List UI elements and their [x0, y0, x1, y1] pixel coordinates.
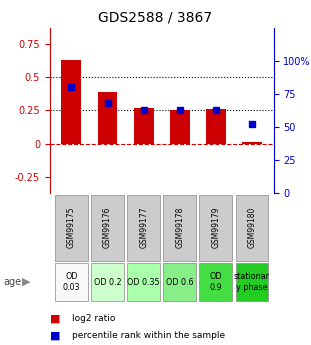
- Text: stationar
y phase: stationar y phase: [234, 272, 270, 292]
- Text: OD 0.6: OD 0.6: [166, 277, 193, 287]
- Bar: [134, 108, 154, 144]
- Text: OD 0.2: OD 0.2: [94, 277, 121, 287]
- Text: log2 ratio: log2 ratio: [72, 314, 115, 323]
- Text: GSM99180: GSM99180: [248, 207, 257, 248]
- Text: GSM99175: GSM99175: [67, 207, 76, 248]
- Bar: [235, 195, 268, 261]
- Bar: [163, 195, 196, 261]
- Text: GSM99179: GSM99179: [211, 207, 220, 248]
- Bar: [55, 263, 88, 301]
- Text: OD
0.9: OD 0.9: [210, 272, 222, 292]
- Text: GDS2588 / 3867: GDS2588 / 3867: [99, 10, 212, 24]
- Bar: [199, 195, 232, 261]
- Bar: [98, 92, 118, 144]
- Bar: [170, 110, 190, 144]
- Bar: [91, 195, 124, 261]
- Text: OD
0.03: OD 0.03: [63, 272, 80, 292]
- Text: age: age: [3, 277, 21, 287]
- Text: OD 0.35: OD 0.35: [127, 277, 160, 287]
- Text: ■: ■: [50, 331, 60, 341]
- Text: GSM99178: GSM99178: [175, 207, 184, 248]
- Bar: [127, 263, 160, 301]
- Bar: [242, 142, 262, 144]
- Bar: [91, 263, 124, 301]
- Bar: [127, 195, 160, 261]
- Text: GSM99176: GSM99176: [103, 207, 112, 248]
- Bar: [163, 263, 196, 301]
- Text: ▶: ▶: [22, 277, 30, 287]
- Text: percentile rank within the sample: percentile rank within the sample: [72, 331, 225, 339]
- Bar: [55, 195, 88, 261]
- Bar: [62, 60, 81, 144]
- Bar: [199, 263, 232, 301]
- Text: ■: ■: [50, 314, 60, 324]
- Text: GSM99177: GSM99177: [139, 207, 148, 248]
- Bar: [206, 109, 226, 144]
- Bar: [235, 263, 268, 301]
